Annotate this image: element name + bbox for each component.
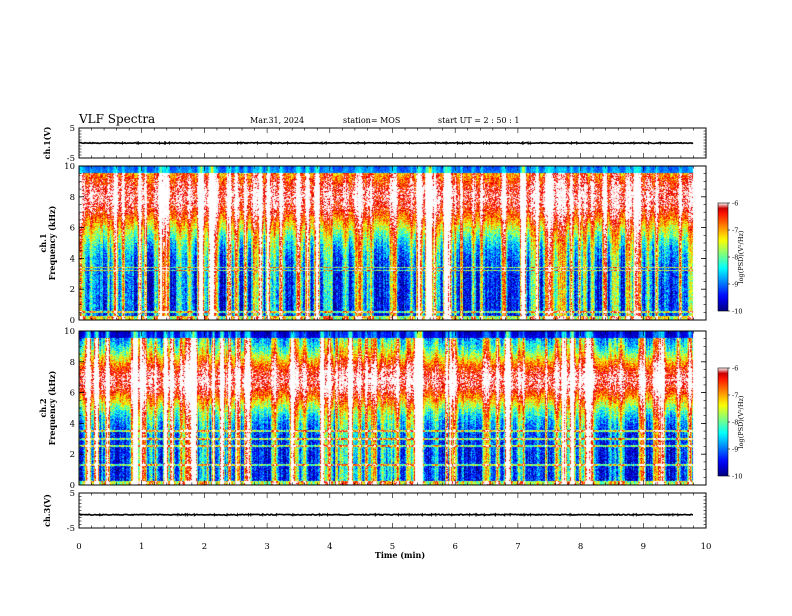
ch2-spectrogram-ytick-label: 6 bbox=[70, 389, 75, 399]
station-label: station= MOS bbox=[343, 116, 400, 125]
ch2-spectrogram-image bbox=[79, 331, 706, 485]
x-tick-label: 0 bbox=[76, 542, 81, 552]
ch2-spectrogram-colorbar-tick-label: -10 bbox=[732, 473, 742, 481]
x-tick-label: 4 bbox=[327, 542, 332, 552]
ch2-spectrogram-ytick-label: 0 bbox=[70, 481, 75, 491]
ch2-spectrogram-colorbar-tick-label: -6 bbox=[732, 365, 738, 373]
ch1-spectrogram-colorbar-bar bbox=[717, 202, 729, 312]
ch1-waveform-trace bbox=[79, 141, 694, 145]
ch1-spectrogram-ylabel: Frequency (kHz) bbox=[47, 205, 57, 280]
ch1-colorbar: -6 -7 -8 -9 -10 log(PSD)(V²/Hz) bbox=[717, 200, 745, 316]
ch2-spectrogram-ytick-label: 8 bbox=[70, 358, 75, 368]
start-time-label: start UT = 2 : 50 : 1 bbox=[438, 116, 519, 125]
ch2-spectrogram-ylabel: ch.2 bbox=[38, 398, 48, 417]
ch1-waveform-ylabel: ch.1(V) bbox=[42, 126, 52, 159]
ch1-spectrogram-colorbar-tick-label: -10 bbox=[732, 308, 742, 316]
ch3-waveform-trace bbox=[79, 512, 694, 517]
x-tick-label: 2 bbox=[202, 542, 207, 552]
ch2-spectrogram-colorbar-tick-label: -9 bbox=[732, 446, 738, 454]
ch1-spectrogram-colorbar-tick-label: -7 bbox=[732, 227, 738, 235]
ch1-spectrogram-ytick-label: 8 bbox=[70, 193, 75, 203]
x-tick-label: 9 bbox=[641, 542, 646, 552]
ch2-spectrogram-ytick-label: 10 bbox=[64, 327, 75, 337]
x-tick-label: 3 bbox=[264, 542, 269, 552]
ch1-spectrogram-image bbox=[79, 166, 706, 320]
ch1-spectrogram-ytick-label: 6 bbox=[70, 224, 75, 234]
ch3-waveform-ytick-label: 5 bbox=[70, 489, 75, 499]
ch1-spectrogram-ytick-label: 10 bbox=[64, 162, 75, 172]
chart-title: VLF Spectra bbox=[78, 112, 155, 126]
ch2-spectrogram-colorbar-label: log(PSD)(V²/Hz) bbox=[737, 395, 745, 448]
ch1-spectrogram-colorbar-tick-label: -8 bbox=[732, 254, 738, 262]
x-tick-label: 5 bbox=[390, 542, 395, 552]
ch1-spectrogram-ytick-label: 2 bbox=[70, 285, 75, 295]
ch1-spectrogram-ytick-label: 0 bbox=[70, 316, 75, 326]
ch1-spectrogram-colorbar-tick-label: -9 bbox=[732, 281, 738, 289]
x-axis: 0 1 2 3 4 5 6 7 8 9 10 bbox=[76, 542, 711, 552]
date-label: Mar.31, 2024 bbox=[250, 116, 304, 125]
ch1-spectrogram-colorbar-tick-label: -6 bbox=[732, 200, 738, 208]
ch1-spectrogram-ylabel: ch.1 bbox=[38, 233, 48, 252]
ch2-spectrogram-ylabel: Frequency (kHz) bbox=[47, 370, 57, 445]
ch1-spectrogram-ytick-label: 4 bbox=[70, 254, 75, 264]
ch1-waveform-ytick-label: 5 bbox=[70, 124, 75, 134]
ch3-waveform-panel: 5 -5 ch.3(V) bbox=[42, 489, 707, 534]
ch2-spectrogram-ytick-label: 4 bbox=[70, 419, 75, 429]
ch3-waveform-ytick-label: -5 bbox=[67, 524, 75, 534]
ch2-spectrogram-colorbar-bar bbox=[717, 367, 729, 477]
ch1-spectrogram-panel: 0 2 4 6 8 10 ch.1 Frequency (kHz) bbox=[38, 162, 707, 326]
x-tick-label: 8 bbox=[578, 542, 583, 552]
x-axis-label: Time (min) bbox=[375, 550, 425, 560]
ch3-waveform-frame bbox=[78, 492, 707, 529]
ch1-waveform-ytick-label: -5 bbox=[67, 154, 75, 164]
ch1-waveform-panel: 5 -5 ch.1(V) bbox=[42, 124, 707, 164]
x-tick-label: 7 bbox=[515, 542, 520, 552]
ch3-waveform-ylabel: ch.3(V) bbox=[42, 494, 52, 527]
ch2-spectrogram-panel: 0 2 4 6 8 10 ch.2 Frequency (kHz) bbox=[38, 327, 707, 491]
x-tick-label: 1 bbox=[139, 542, 144, 552]
x-tick-label: 6 bbox=[452, 542, 457, 552]
ch2-spectrogram-ytick-label: 2 bbox=[70, 450, 75, 460]
x-tick-label: 10 bbox=[701, 542, 712, 552]
ch2-colorbar: -6 -7 -8 -9 -10 log(PSD)(V²/Hz) bbox=[717, 365, 745, 481]
ch2-spectrogram-colorbar-tick-label: -7 bbox=[732, 392, 738, 400]
ch2-spectrogram-colorbar-tick-label: -8 bbox=[732, 419, 738, 427]
ch1-spectrogram-colorbar-label: log(PSD)(V²/Hz) bbox=[737, 230, 745, 283]
